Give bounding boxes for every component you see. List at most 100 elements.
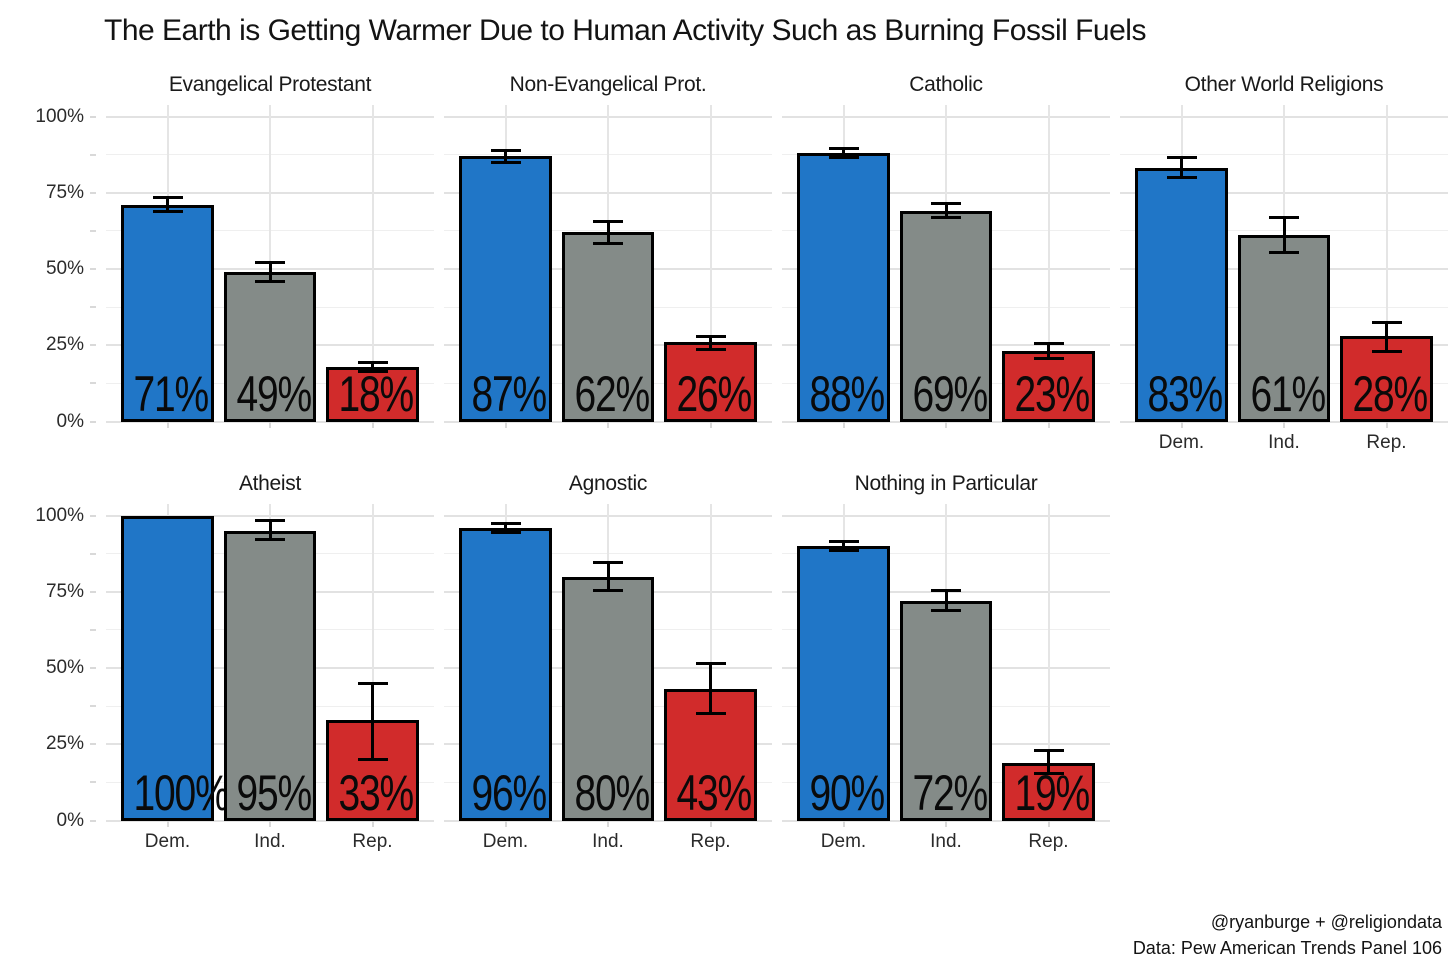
facet-cell: Evangelical Protestant 71% 49% 18% [106, 63, 434, 462]
facet-panel: 83% 61% 28% [1120, 104, 1448, 423]
error-bar-cap-top [490, 521, 521, 525]
bar-dem: 88% [797, 153, 890, 422]
caption-source: Data: Pew American Trends Panel 106 [1132, 937, 1442, 958]
y-axis: 0% 25% 50% 75% 100% [0, 63, 96, 462]
bar-label: 43% [676, 764, 753, 821]
facet-grid: 0% 25% 50% 75% 100% Evangelical Protestant 71%… [0, 63, 1456, 861]
bar-label: 90% [809, 764, 886, 821]
error-bar-cap-top [1371, 320, 1402, 324]
bar-dem: 96% [459, 527, 552, 821]
error-bar-cap-bottom [1371, 349, 1402, 353]
bar-ind: 69% [899, 211, 993, 422]
error-bar-cap-top [1033, 748, 1064, 752]
error-bar-line [842, 541, 845, 551]
error-bar-cap-top [593, 561, 623, 565]
x-tick-label: Rep. [352, 830, 393, 852]
x-tick-label: Ind. [930, 830, 962, 852]
error-bar-line [709, 336, 712, 350]
bar-rep: 18% [326, 365, 419, 422]
bar-ind: 49% [223, 272, 317, 422]
bar-label: 87% [471, 365, 548, 422]
x-axis [444, 421, 772, 462]
bar-dem: 100% [121, 515, 230, 821]
y-tick-minor [90, 628, 96, 631]
gridline-vertical [371, 104, 374, 422]
facet-title: Other World Religions [1184, 72, 1384, 96]
bar-label: 23% [1014, 365, 1091, 422]
x-tick [945, 820, 947, 827]
y-tick [90, 590, 96, 593]
x-tick-label: Ind. [1268, 431, 1300, 453]
y-tick-minor [90, 306, 96, 309]
bar-label: 88% [809, 365, 886, 422]
facet-panel: 90% 72% 19% [782, 503, 1110, 822]
x-tick [945, 421, 947, 428]
error-bar-cap-bottom [695, 348, 726, 352]
y-tick-label: 25% [45, 334, 84, 356]
y-tick [90, 268, 96, 270]
bar-dem: 87% [459, 156, 552, 422]
facet-panel: 71% 49% 18% [106, 104, 434, 423]
chart-row: 0% 25% 50% 75% 100% Evangelical Protestant 71%… [0, 63, 1456, 462]
bar-dem: 71% [121, 204, 214, 422]
x-axis [106, 421, 434, 462]
bar-label: 18% [338, 365, 415, 422]
error-bar-cap-bottom [152, 209, 183, 213]
y-tick-label: 75% [45, 181, 84, 203]
error-bar-cap-bottom [1166, 175, 1197, 179]
error-bar-line [268, 262, 272, 282]
bar-label: 95% [236, 764, 312, 821]
facet-title: Evangelical Protestant [168, 72, 372, 96]
error-bar-cap-bottom [490, 160, 521, 164]
facet-title: Non-Evangelical Prot. [509, 72, 707, 96]
error-bar-line [504, 150, 507, 163]
bar-label: 80% [574, 764, 650, 821]
x-tick [166, 421, 169, 428]
bar-label: 26% [676, 365, 753, 422]
error-bar-line [842, 148, 845, 158]
y-tick-minor [90, 552, 96, 555]
y-tick-label: 0% [56, 809, 84, 831]
x-tick [842, 421, 845, 428]
x-tick-label: Ind. [592, 830, 624, 852]
y-tick [90, 420, 96, 423]
error-bar-cap-bottom [931, 608, 961, 612]
facet-title: Catholic [909, 72, 983, 96]
bar-label: 100% [133, 764, 230, 821]
y-axis: 0% 25% 50% 75% 100% [0, 462, 96, 861]
error-bar-line [371, 683, 374, 760]
facet-cell: Non-Evangelical Prot. 87% 62% 26% [444, 63, 772, 462]
error-bar-cap-bottom [593, 588, 623, 592]
error-bar-line [1180, 157, 1183, 178]
error-bar-cap-top [490, 148, 521, 152]
bar-rep: 33% [326, 719, 419, 821]
bar-label: 19% [1014, 764, 1091, 821]
x-tick-label: Ind. [254, 830, 286, 852]
facet-cell: Nothing in Particular 90% 72% 19% Dem. Ind. Re… [782, 462, 1110, 861]
y-tick [90, 115, 96, 118]
x-tick [607, 820, 609, 827]
facet-panel: 100% 95% 33% [106, 503, 434, 822]
x-tick [842, 820, 845, 827]
error-bar-cap-bottom [828, 549, 859, 553]
error-bar-cap-top [152, 195, 183, 199]
error-bar-line [268, 520, 272, 540]
facet-panel: 87% 62% 26% [444, 104, 772, 423]
error-bar-line [606, 562, 610, 591]
x-axis: Dem. Ind. Rep. [782, 820, 1110, 861]
x-axis: Dem. Ind. Rep. [1120, 421, 1448, 462]
error-bar-line [1047, 750, 1050, 774]
error-bar-cap-top [931, 588, 961, 592]
error-bar-cap-bottom [1033, 357, 1064, 361]
y-tick-minor [90, 229, 96, 232]
y-tick-label: 25% [45, 733, 84, 755]
gridline-vertical [371, 503, 374, 821]
x-tick [166, 820, 169, 827]
x-tick [1047, 820, 1050, 827]
bar-label: 33% [338, 764, 415, 821]
bar-label: 28% [1352, 365, 1429, 422]
x-tick [371, 421, 374, 428]
error-bar-cap-top [828, 147, 859, 151]
error-bar-cap-top [1033, 342, 1064, 346]
